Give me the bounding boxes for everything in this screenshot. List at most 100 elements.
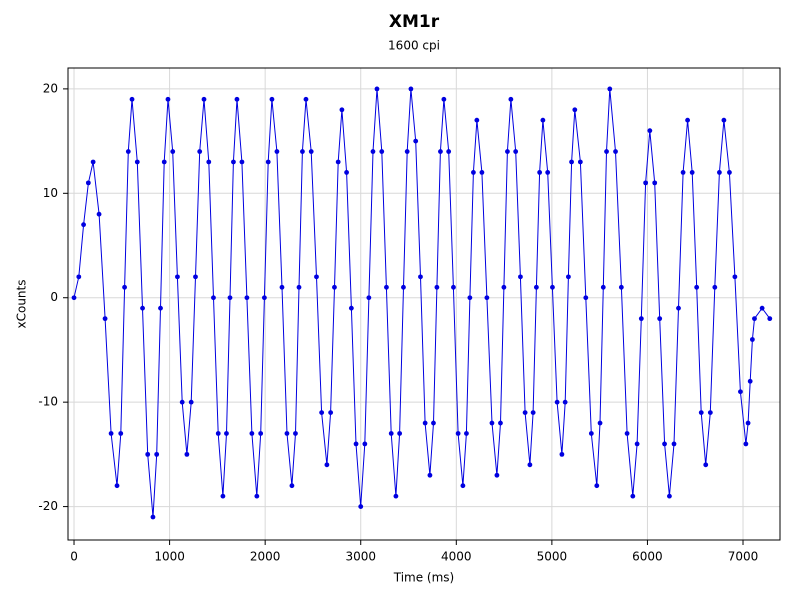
data-point [122,284,127,290]
data-point [188,399,194,405]
data-point [624,431,630,436]
data-point [501,284,507,290]
data-point [721,117,727,123]
data-point [460,483,466,489]
data-point [694,284,700,290]
chart-title: XM1r [389,12,440,32]
data-point [81,222,86,228]
data-point [518,274,523,280]
data-point [332,284,337,290]
data-point [743,441,749,447]
y-axis-label: xCounts [15,280,29,329]
data-point [522,410,528,416]
data-point [767,316,773,322]
data-point [335,159,341,165]
data-point [662,441,667,447]
data-point [451,284,456,290]
data-point [397,431,403,436]
data-point [562,399,568,405]
data-point [388,431,394,436]
data-point [379,149,385,154]
data-point [154,451,160,457]
data-point [249,431,255,436]
data-point [284,431,290,436]
data-point [114,483,120,489]
data-point [530,410,536,416]
data-point [594,483,600,489]
x-tick-label: 3000 [345,550,376,564]
data-point [158,305,163,311]
data-point [685,117,690,123]
data-point [703,462,709,468]
data-point [370,149,376,154]
data-point [732,274,738,280]
data-point [393,493,399,499]
data-point [545,170,551,175]
data-point [434,284,440,290]
x-tick-label: 1000 [154,550,185,564]
data-point [319,410,325,416]
data-point [206,159,212,165]
data-point [184,451,190,457]
data-point [404,149,410,154]
data-point [652,180,658,186]
data-point [643,180,649,186]
data-point [698,410,704,416]
data-point [300,149,305,154]
data-point [533,284,539,290]
data-point [265,159,271,165]
data-point [314,274,319,280]
data-point [85,180,91,186]
data-point [220,493,226,499]
x-axis-label: Time (ms) [393,571,455,585]
data-point [308,149,314,154]
data-point [129,96,135,102]
data-point [471,170,476,175]
data-point [759,305,765,311]
data-point [170,149,176,154]
data-point [90,159,96,165]
data-point [467,295,473,301]
data-point [134,159,140,165]
data-point [618,284,624,290]
data-point [676,305,681,311]
x-tick-label: 7000 [728,550,759,564]
data-point [559,451,565,457]
data-point [211,295,216,301]
data-point [408,86,414,92]
data-point [231,159,236,165]
y-tick-label: -20 [38,499,58,513]
data-point [102,316,108,322]
data-point [289,483,295,489]
data-point [328,410,334,416]
data-point [513,149,519,154]
data-point [479,170,485,175]
data-point [550,284,555,290]
data-point [324,462,330,468]
data-point [540,117,546,123]
data-point [638,316,644,322]
data-point [108,431,114,436]
data-point [362,441,368,447]
data-point [161,159,167,165]
y-tick-label: 10 [43,186,58,200]
data-point [239,159,245,165]
data-point [274,149,280,154]
data-point [505,149,510,154]
data-point [747,378,753,384]
data-point [344,170,349,175]
data-point [566,274,571,280]
data-point [165,96,171,102]
data-point [254,493,260,499]
data-point [193,274,198,280]
data-point [588,431,594,436]
series-line [73,88,771,518]
data-point [118,431,124,436]
data-point [296,284,302,290]
data-point [150,514,156,520]
data-point [727,170,732,175]
data-point [431,420,436,426]
x-tick-label: 6000 [632,550,663,564]
data-point [657,316,663,322]
data-point [224,431,229,436]
